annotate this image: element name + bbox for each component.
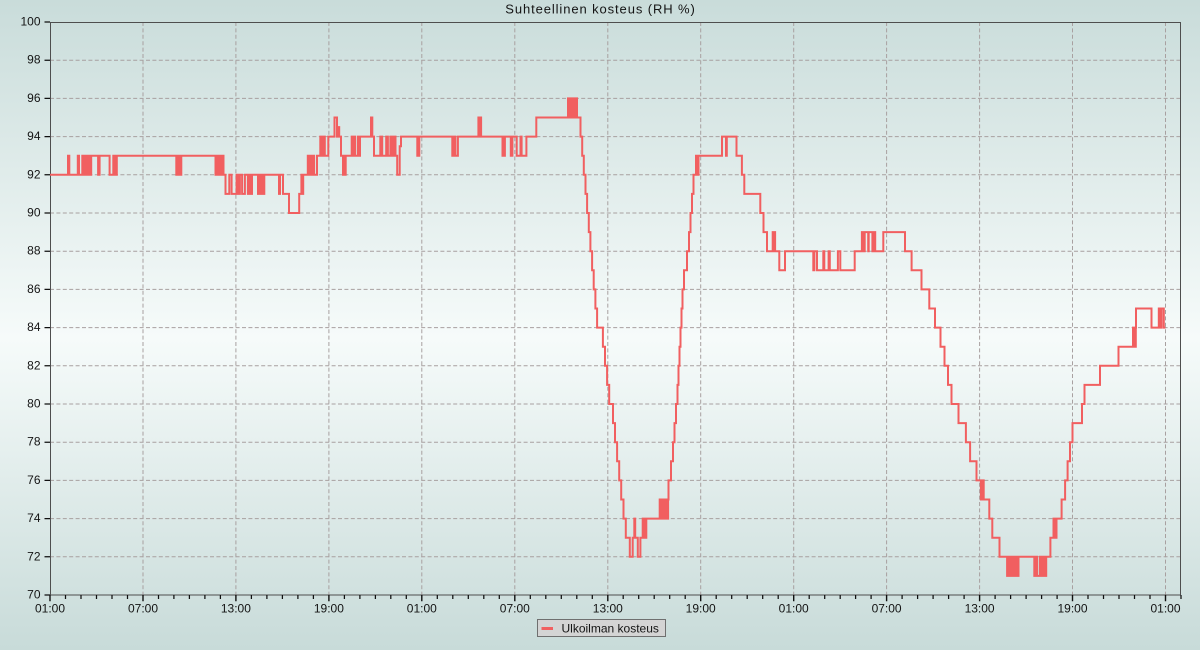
svg-text:86: 86 <box>27 282 41 296</box>
svg-text:07:00: 07:00 <box>500 601 530 615</box>
svg-text:01:00: 01:00 <box>407 601 437 615</box>
svg-text:76: 76 <box>27 473 41 487</box>
svg-text:19:00: 19:00 <box>686 601 716 615</box>
svg-text:96: 96 <box>27 91 41 105</box>
svg-text:82: 82 <box>27 358 41 372</box>
svg-text:01:00: 01:00 <box>35 601 65 615</box>
svg-text:13:00: 13:00 <box>593 601 623 615</box>
svg-text:01:00: 01:00 <box>1150 601 1180 615</box>
svg-text:74: 74 <box>27 511 41 525</box>
svg-text:70: 70 <box>27 588 41 602</box>
svg-text:80: 80 <box>27 397 41 411</box>
svg-text:13:00: 13:00 <box>965 601 995 615</box>
svg-text:Suhteellinen kosteus (RH %): Suhteellinen kosteus (RH %) <box>505 1 696 16</box>
svg-text:92: 92 <box>27 167 41 181</box>
svg-text:72: 72 <box>27 549 41 563</box>
svg-text:07:00: 07:00 <box>128 601 158 615</box>
svg-text:98: 98 <box>27 53 41 67</box>
svg-text:78: 78 <box>27 435 41 449</box>
svg-text:19:00: 19:00 <box>1057 601 1087 615</box>
svg-text:90: 90 <box>27 206 41 220</box>
svg-text:84: 84 <box>27 320 41 334</box>
svg-text:19:00: 19:00 <box>314 601 344 615</box>
svg-text:Ulkoilman kosteus: Ulkoilman kosteus <box>562 621 659 635</box>
svg-text:100: 100 <box>20 15 40 29</box>
svg-text:13:00: 13:00 <box>221 601 251 615</box>
svg-text:88: 88 <box>27 244 41 258</box>
svg-text:94: 94 <box>27 129 41 143</box>
svg-text:01:00: 01:00 <box>779 601 809 615</box>
svg-text:07:00: 07:00 <box>872 601 902 615</box>
